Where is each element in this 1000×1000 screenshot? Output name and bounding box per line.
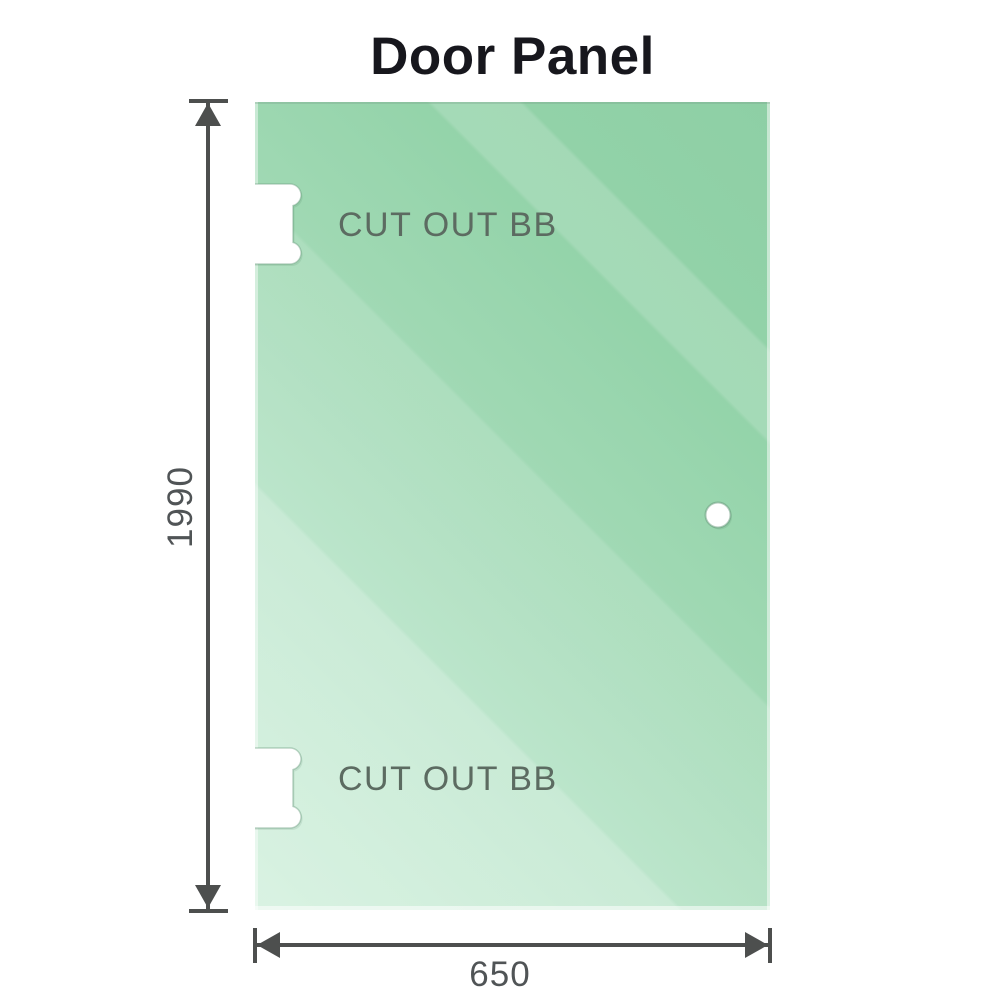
width-dimension-right-tick (768, 928, 772, 963)
page-title: Door Panel (370, 27, 655, 86)
arrow-right-icon (745, 932, 768, 958)
width-dimension-left-tick (253, 928, 257, 963)
height-dimension-label: 1990 (161, 466, 200, 548)
cutout-top-icon (255, 183, 302, 265)
height-dimension-line (206, 101, 210, 911)
arrow-up-icon (195, 103, 221, 126)
height-dimension-bottom-tick (189, 909, 228, 913)
handle-hole-icon (704, 501, 732, 529)
cutout-shadows (255, 185, 732, 831)
cutout-bottom-label: CUT OUT BB (338, 760, 558, 798)
width-dimension-line (255, 943, 770, 947)
cutout-top-label: CUT OUT BB (338, 206, 558, 244)
arrow-left-icon (257, 932, 280, 958)
glass-panel: CUT OUT BB CUT OUT BB (255, 102, 770, 910)
height-dimension-top-tick (189, 99, 228, 103)
panel-cutouts-layer (255, 183, 732, 831)
width-dimension-label: 650 (469, 955, 531, 994)
arrow-down-icon (195, 885, 221, 908)
cutout-bottom-icon (255, 747, 302, 829)
